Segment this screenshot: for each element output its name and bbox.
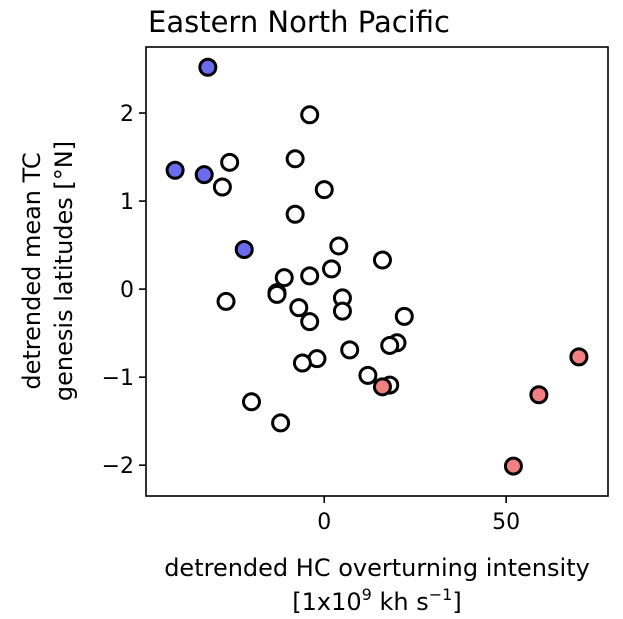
y-tick-label: 0	[120, 278, 134, 303]
data-point	[380, 335, 400, 355]
axis-ticks: 0 50 −2 −1 0 1 2	[102, 102, 521, 535]
chart-title: Eastern North Pacific	[148, 5, 450, 39]
data-point-red	[569, 347, 589, 367]
data-point-red	[372, 377, 392, 397]
data-point-blue	[194, 165, 214, 185]
x-axis-label: detrended HC overturning intensity	[164, 554, 590, 582]
data-point-blue	[165, 160, 185, 180]
data-point	[241, 392, 261, 412]
x-units-exp: 9	[362, 585, 372, 604]
x-tick-label: 50	[492, 510, 520, 535]
data-point	[285, 204, 305, 224]
data-point	[332, 301, 352, 321]
x-units-exp2: −1	[429, 585, 453, 604]
data-point	[285, 149, 305, 169]
data-point	[292, 353, 312, 373]
data-point	[329, 236, 349, 256]
y-axis-units: genesis latitudes [°N]	[50, 141, 78, 401]
data-point	[216, 291, 236, 311]
y-tick-label: −1	[102, 366, 134, 391]
y-tick-label: 2	[120, 102, 134, 127]
data-point	[220, 152, 240, 172]
data-point	[394, 306, 414, 326]
data-point	[340, 340, 360, 360]
data-point-red	[529, 385, 549, 405]
x-axis-units: [1x109 kh s−1]	[292, 585, 461, 616]
data-point-blue	[234, 239, 254, 259]
data-point-blue	[198, 57, 218, 77]
x-tick-label: 0	[317, 510, 331, 535]
y-axis-label: detrended mean TC	[18, 152, 46, 389]
y-tick-label: −2	[102, 454, 134, 479]
x-units-prefix: [1x10	[292, 588, 361, 616]
data-point	[300, 266, 320, 286]
y-tick-label: 1	[120, 190, 134, 215]
data-point	[212, 177, 232, 197]
data-point	[267, 284, 287, 304]
data-point	[372, 250, 392, 270]
x-units-suffix: ]	[452, 588, 461, 616]
x-units-mid: kh s	[372, 588, 429, 616]
data-point	[314, 180, 334, 200]
data-point	[358, 365, 378, 385]
data-point-red	[503, 456, 523, 476]
data-point	[300, 105, 320, 125]
data-points	[165, 57, 589, 476]
data-point	[271, 413, 291, 433]
data-point	[322, 259, 342, 279]
data-point	[274, 268, 294, 288]
data-point	[300, 312, 320, 332]
plot-frame	[145, 46, 609, 497]
data-point	[289, 298, 309, 318]
